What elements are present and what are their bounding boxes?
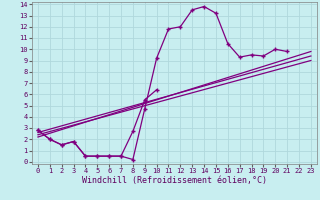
X-axis label: Windchill (Refroidissement éolien,°C): Windchill (Refroidissement éolien,°C) [82, 176, 267, 185]
